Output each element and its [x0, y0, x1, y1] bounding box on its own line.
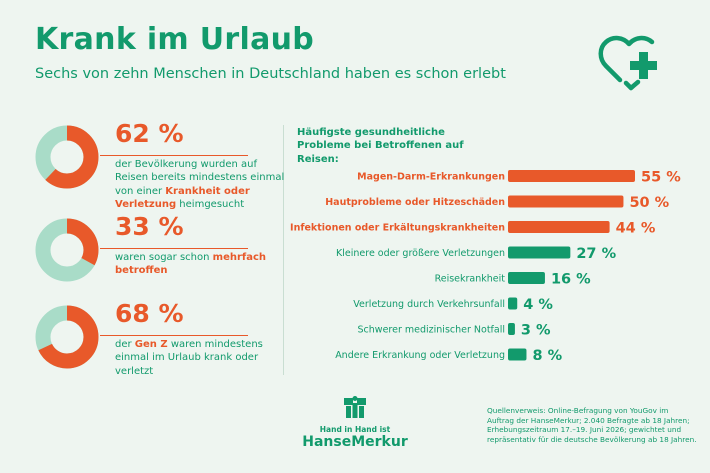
bar: [508, 297, 518, 310]
value-label: 27 %: [576, 246, 616, 262]
page-subtitle: Sechs von zehn Menschen in Deutschland h…: [35, 66, 506, 82]
category-label: Reisekrankheit: [435, 274, 506, 285]
bar: [508, 195, 624, 208]
bar: [508, 348, 527, 361]
highlight-text: Krankheit oder Verletzung: [115, 185, 250, 211]
bar: [508, 170, 635, 182]
category-label: Hautprobleme oder Hitzeschäden: [325, 197, 505, 208]
description-text: waren mindestens einmal im Urlaub krank …: [115, 339, 263, 377]
donut-arc-2: [35, 218, 99, 282]
description-text: der Bevölkerung wurden auf Reisen bereit…: [115, 159, 285, 197]
category-label: Infektionen oder Erkältungskrankheiten: [290, 223, 505, 234]
donut-chart-3: [35, 305, 99, 369]
stat-description: der Bevölkerung wurden auf Reisen bereit…: [115, 158, 285, 212]
donut-chart-1: [35, 125, 99, 189]
description-text: waren sogar schon: [115, 252, 213, 263]
highlight-text: mehrfach betroffen: [115, 252, 267, 277]
bar: [508, 272, 545, 284]
stat-description: waren sogar schon mehrfach betroffen: [115, 251, 285, 278]
heart-plus-icon: [598, 35, 657, 91]
description-text: der: [115, 339, 135, 350]
donut-chart-2: [35, 218, 99, 282]
bar-chart: Magen-Darm-Erkrankungen 55 % Hautprobleme …: [290, 170, 681, 365]
stat-divider: [100, 248, 248, 249]
value-label: 4 %: [523, 297, 553, 313]
brand-logo: Hand in Hand ist HanseMerkur: [300, 395, 410, 450]
value-label: 44 %: [616, 221, 656, 237]
stat-percentage: 33 %: [115, 212, 184, 241]
value-label: 3 %: [521, 323, 551, 339]
highlight-text: Gen Z: [134, 339, 168, 350]
value-label: 16 %: [551, 272, 591, 288]
category-label: Kleinere oder größere Verletzungen: [336, 248, 505, 259]
brand-name: HanseMerkur: [302, 434, 408, 450]
category-label: Magen-Darm-Erkrankungen: [357, 172, 505, 183]
stat-percentage: 62 %: [115, 119, 184, 148]
category-label: Verletzung durch Verkehrsunfall: [353, 299, 505, 310]
value-label: 55 %: [641, 170, 681, 186]
brand-tagline: Hand in Hand ist: [319, 425, 391, 434]
bar: [508, 323, 515, 335]
chart-heading: Häufigste gesundheitliche Probleme bei B…: [297, 127, 464, 165]
stat-description: der Gen Z waren mindestens einmal im Url…: [115, 338, 285, 378]
value-label: 8 %: [532, 348, 562, 364]
bar: [508, 221, 610, 233]
stat-divider: [100, 335, 248, 336]
column-divider: [283, 125, 284, 375]
source-note: Quellenverweis: Online-Befragung von You…: [487, 406, 697, 444]
category-label: Schwerer medizinischer Notfall: [358, 325, 505, 336]
stat-percentage: 68 %: [115, 299, 184, 328]
category-label: Andere Erkrankung oder Verletzung: [335, 350, 505, 361]
donut-arc-3: [35, 305, 99, 369]
stat-divider: [100, 155, 248, 156]
hansemerkur-logo-icon: [344, 396, 366, 418]
bar: [508, 246, 571, 259]
description-text: heimgesucht: [176, 199, 245, 211]
value-label: 50 %: [629, 195, 669, 211]
donut-arc-1: [35, 125, 99, 189]
page-title: Krank im Urlaub: [35, 22, 315, 57]
